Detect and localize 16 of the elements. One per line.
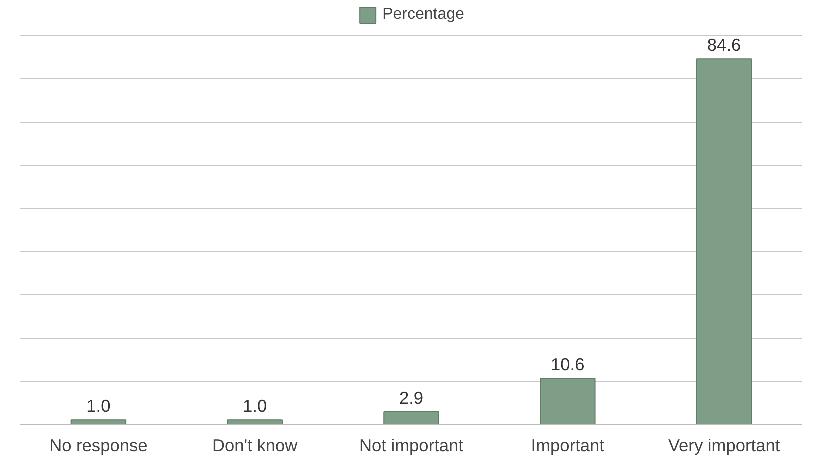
x-tick-label: Very important [668, 436, 780, 456]
legend-label: Percentage [382, 6, 464, 24]
bar [384, 411, 440, 424]
x-tick-label: Important [531, 436, 605, 456]
x-tick-label: No response [50, 436, 148, 456]
x-tick-label: Not important [359, 436, 464, 456]
bar [540, 378, 596, 424]
data-label: 2.9 [399, 388, 424, 408]
bar [70, 420, 127, 424]
bar [227, 420, 283, 424]
data-label: 84.6 [707, 35, 742, 56]
data-label: 1.0 [86, 396, 111, 416]
bar [696, 58, 752, 424]
data-label: 10.6 [551, 354, 585, 375]
data-label: 1.0 [243, 396, 268, 416]
x-tick-label: Don't know [212, 436, 298, 456]
